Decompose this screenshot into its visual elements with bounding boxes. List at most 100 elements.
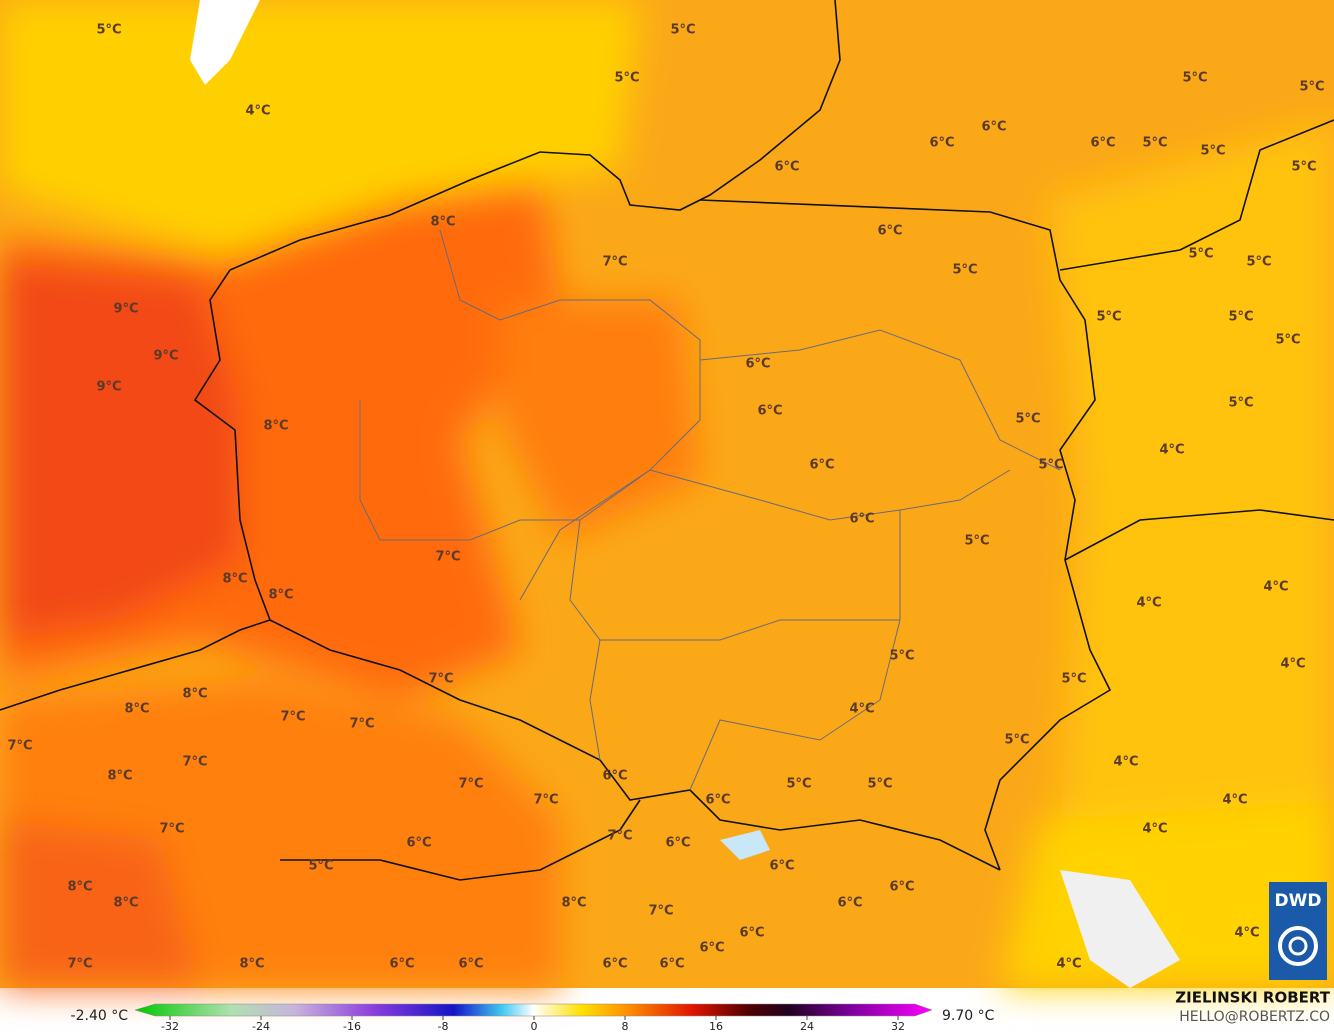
- temperature-label: 5°C: [1200, 144, 1225, 159]
- temperature-label: 6°C: [769, 859, 794, 874]
- temperature-label: 7°C: [428, 672, 453, 687]
- temperature-label: 7°C: [159, 822, 184, 837]
- temperature-label: 5°C: [1015, 412, 1040, 427]
- logo: DWD: [1269, 882, 1327, 980]
- temperature-label: 5°C: [614, 71, 639, 86]
- temperature-label: 7°C: [648, 904, 673, 919]
- temperature-label: 5°C: [1188, 247, 1213, 262]
- temperature-label: 5°C: [96, 23, 121, 38]
- temperature-label: 5°C: [867, 777, 892, 792]
- temperature-label: 5°C: [1182, 71, 1207, 86]
- temperature-label: 7°C: [349, 717, 374, 732]
- temperature-label: 5°C: [308, 859, 333, 874]
- min-label: -2.40 °C: [71, 1008, 129, 1024]
- author: ZIELINSKI ROBERT: [1175, 989, 1330, 1007]
- temperature-label: 4°C: [1280, 657, 1305, 672]
- temperature-label: 5°C: [786, 777, 811, 792]
- temperature-label: 6°C: [699, 941, 724, 956]
- temperature-label: 8°C: [561, 896, 586, 911]
- colorbar-tick-label: 32: [891, 1020, 905, 1033]
- temperature-label: 4°C: [1142, 822, 1167, 837]
- temperature-label: 4°C: [1234, 926, 1259, 941]
- temperature-label: 6°C: [389, 957, 414, 972]
- temperature-label: 8°C: [222, 572, 247, 587]
- temperature-label: 4°C: [1222, 793, 1247, 808]
- temperature-label: 8°C: [182, 687, 207, 702]
- temperature-label: 4°C: [1159, 443, 1184, 458]
- temperature-label: 5°C: [1096, 310, 1121, 325]
- temperature-label: 5°C: [1142, 136, 1167, 151]
- temperature-label: 9°C: [153, 349, 178, 364]
- temperature-label: 6°C: [889, 880, 914, 895]
- temperature-label: 6°C: [809, 458, 834, 473]
- temperature-label: 4°C: [849, 702, 874, 717]
- temperature-label: 5°C: [1275, 333, 1300, 348]
- temperature-label: 4°C: [1263, 580, 1288, 595]
- temperature-label: 5°C: [1038, 458, 1063, 473]
- temperature-label: 6°C: [849, 512, 874, 527]
- temperature-label: 6°C: [406, 836, 431, 851]
- temperature-label: 8°C: [107, 769, 132, 784]
- colorbar-tick-label: -24: [252, 1020, 270, 1033]
- temperature-label: 7°C: [607, 829, 632, 844]
- temperature-label: 6°C: [665, 836, 690, 851]
- temperature-label: 8°C: [113, 896, 138, 911]
- temperature-label: 5°C: [952, 263, 977, 278]
- temperature-label: 7°C: [7, 739, 32, 754]
- colorbar-tick-label: -8: [438, 1020, 449, 1033]
- temperature-label: 4°C: [1113, 755, 1138, 770]
- max-label: 9.70 °C: [942, 1008, 995, 1024]
- temperature-label: 7°C: [67, 957, 92, 972]
- temperature-label: 6°C: [659, 957, 684, 972]
- temperature-label: 5°C: [1004, 733, 1029, 748]
- temperature-label: 4°C: [1056, 957, 1081, 972]
- temperature-label: 8°C: [430, 215, 455, 230]
- temperature-label: 5°C: [1228, 310, 1253, 325]
- temperature-label: 8°C: [67, 880, 92, 895]
- temperature-label: 6°C: [602, 769, 627, 784]
- temperature-label: 6°C: [929, 136, 954, 151]
- temperature-label: 4°C: [1136, 596, 1161, 611]
- temperature-label: 5°C: [1061, 672, 1086, 687]
- temperature-label: 6°C: [1090, 136, 1115, 151]
- colorbar-tick-label: -32: [161, 1020, 179, 1033]
- temperature-label: 8°C: [124, 702, 149, 717]
- temperature-label: 8°C: [263, 419, 288, 434]
- colorbar-tick-label: 24: [800, 1020, 814, 1033]
- colorbar: -2.40 °C 9.70 °C -32 -24 -16 -8 0 8 16 24 32: [71, 1003, 995, 1033]
- temperature-label: 6°C: [877, 224, 902, 239]
- temperature-label: 6°C: [774, 160, 799, 175]
- regional-borders: [359, 229, 1061, 791]
- temperature-label: 7°C: [280, 710, 305, 725]
- temperature-label: 7°C: [435, 550, 460, 565]
- temperature-label: 6°C: [837, 896, 862, 911]
- temperature-label: 7°C: [458, 777, 483, 792]
- map-background: [0, 0, 1334, 988]
- temperature-label: 8°C: [239, 957, 264, 972]
- colorbar-tick-label: 0: [531, 1020, 538, 1033]
- contact: HELLO@ROBERTZ.CO: [1179, 1009, 1330, 1025]
- temperature-label: 6°C: [705, 793, 730, 808]
- logo-text: DWD: [1275, 891, 1322, 911]
- temperature-label: 6°C: [602, 957, 627, 972]
- temperature-label: 5°C: [670, 23, 695, 38]
- temperature-label: 6°C: [981, 120, 1006, 135]
- temperature-label: 7°C: [602, 255, 627, 270]
- temperature-label: 6°C: [757, 404, 782, 419]
- colorbar-tick-label: 8: [622, 1020, 629, 1033]
- temperature-label: 5°C: [964, 534, 989, 549]
- temperature-label: 5°C: [889, 649, 914, 664]
- temperature-label: 7°C: [182, 755, 207, 770]
- temperature-label: 4°C: [245, 104, 270, 119]
- temperature-label: 5°C: [1246, 255, 1271, 270]
- temperature-label: 9°C: [96, 380, 121, 395]
- temperature-label: 6°C: [739, 926, 764, 941]
- temperature-label: 8°C: [268, 588, 293, 603]
- temperature-label: 5°C: [1299, 80, 1324, 95]
- borders: [0, 0, 1334, 881]
- temperature-label: 9°C: [113, 302, 138, 317]
- colorbar-tick-label: -16: [343, 1020, 361, 1033]
- temperature-label: 6°C: [745, 357, 770, 372]
